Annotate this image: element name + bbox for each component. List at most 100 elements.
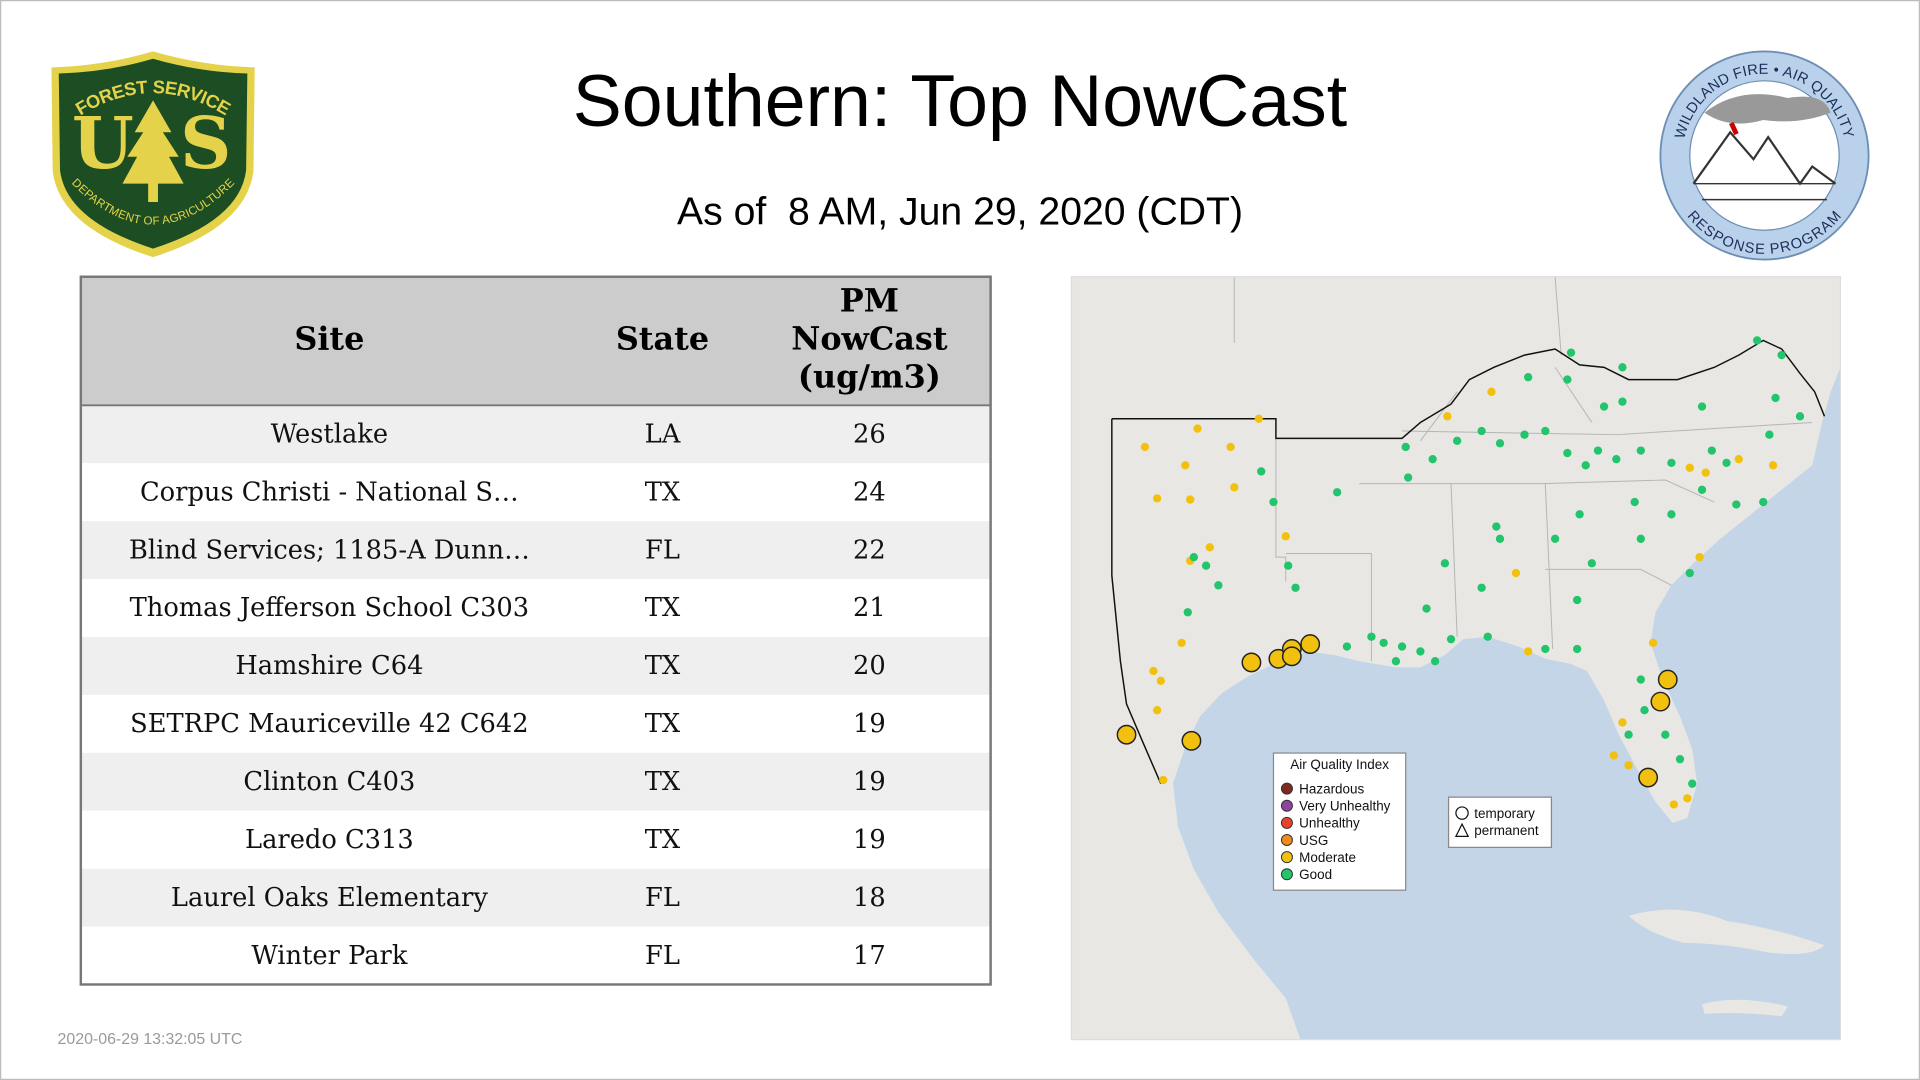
logo-mountains: [1692, 130, 1837, 186]
site-marker: [1563, 375, 1572, 384]
column-header: State: [616, 320, 709, 358]
site-marker: [1487, 387, 1496, 396]
site-marker: [1640, 706, 1649, 715]
site-marker: [1609, 751, 1619, 760]
legend-box: [1447, 796, 1553, 848]
site-marker: [1443, 412, 1452, 421]
table-row: [80, 810, 991, 869]
site-marker: [1624, 761, 1633, 770]
legend-label: USG: [1299, 833, 1328, 848]
site-marker: [1397, 642, 1407, 651]
island: [1702, 999, 1788, 1017]
state-lines: [1233, 276, 1813, 662]
site-marker: [1618, 363, 1627, 372]
site-marker: [1572, 595, 1582, 605]
forest-service-logo: FOREST SERVICE U S DEPARTMENT OF AGRICUL…: [51, 51, 255, 258]
logo-tree: [122, 100, 184, 203]
site-marker: [1636, 534, 1645, 543]
site-marker: [1230, 483, 1239, 492]
table-row: [80, 926, 991, 985]
site-marker-large: [1281, 646, 1302, 667]
legend-label: permanent: [1474, 823, 1539, 838]
site-marker: [1205, 543, 1214, 552]
table-cell: TX: [645, 593, 681, 623]
logo-smoke: [1704, 94, 1831, 124]
legend-label: Hazardous: [1299, 781, 1364, 796]
site-marker: [1159, 775, 1168, 785]
table-border: [79, 275, 992, 986]
site-marker: [1667, 510, 1676, 519]
table-cell: TX: [645, 651, 681, 681]
site-marker: [1685, 463, 1694, 472]
table-cell: Laredo C313: [245, 825, 414, 855]
table-cell: LA: [645, 419, 681, 449]
site-marker: [1401, 442, 1410, 452]
site-marker: [1648, 638, 1658, 648]
site-marker: [1734, 455, 1743, 464]
legend-box: [1272, 752, 1407, 891]
table-cell: FL: [645, 941, 680, 971]
site-marker: [1440, 559, 1450, 568]
subtitle: As of 8 AM, Jun 29, 2020 (CDT): [677, 191, 1243, 234]
site-marker: [1685, 568, 1694, 578]
site-marker: [1661, 730, 1670, 739]
site-marker: [1214, 581, 1223, 590]
table-cell: 24: [853, 477, 886, 507]
timestamp: 2020-06-29 13:32:05 UTC: [58, 1031, 243, 1048]
site-marker: [1697, 485, 1707, 494]
table-cell: 19: [853, 767, 886, 797]
table-cell: Thomas Jefferson School C303: [130, 593, 530, 623]
site-marker: [1550, 534, 1560, 543]
site-marker: [1281, 532, 1290, 541]
state-line: [1233, 276, 1813, 662]
logo-flame: [1729, 121, 1739, 136]
site-marker: [1477, 583, 1486, 592]
table-cell: Westlake: [271, 419, 388, 449]
site-marker: [1795, 412, 1805, 421]
table-cell: Laurel Oaks Elementary: [171, 883, 488, 913]
table-row: [80, 463, 991, 522]
site-marker: [1524, 647, 1533, 656]
table-cell: 20: [853, 651, 886, 681]
site-marker: [1722, 458, 1731, 468]
site-marker: [1379, 638, 1388, 648]
site-marker: [1156, 676, 1165, 685]
site-marker: [1446, 635, 1456, 644]
column-header: (ug/m3): [798, 357, 941, 395]
site-markers: [1116, 336, 1805, 809]
site-marker: [1492, 522, 1501, 531]
site-marker: [1752, 336, 1762, 345]
site-marker: [1563, 448, 1572, 458]
table-cell: 18: [853, 883, 886, 913]
site-marker: [1572, 644, 1582, 654]
legend-swatch: [1280, 834, 1293, 846]
site-marker: [1404, 473, 1413, 482]
site-marker-large: [1638, 767, 1659, 788]
site-marker: [1483, 632, 1492, 641]
table-cell: TX: [645, 767, 681, 797]
table-cell: 22: [853, 535, 886, 565]
site-marker: [1332, 488, 1342, 497]
site-marker: [1342, 642, 1352, 651]
map: [1071, 276, 1841, 1040]
site-marker: [1257, 467, 1266, 476]
table-cell: FL: [645, 883, 680, 913]
site-marker: [1667, 458, 1676, 468]
site-marker: [1707, 446, 1716, 455]
legend-label: Moderate: [1299, 850, 1356, 865]
site-marker: [1226, 442, 1235, 452]
table-cell: Hamshire C64: [235, 651, 423, 681]
legend-label: Unhealthy: [1299, 816, 1360, 831]
legend-swatch: [1280, 799, 1293, 812]
site-type-legend: temporary permanent: [1447, 796, 1553, 848]
table-cell: TX: [645, 477, 681, 507]
column-header: PM: [840, 282, 899, 320]
legend-label: Very Unhealthy: [1299, 799, 1391, 814]
table-cell: 19: [853, 709, 886, 739]
site-marker: [1771, 393, 1780, 403]
table-cell: Clinton C403: [243, 767, 415, 797]
site-marker-large: [1181, 730, 1202, 751]
site-marker: [1768, 461, 1778, 470]
